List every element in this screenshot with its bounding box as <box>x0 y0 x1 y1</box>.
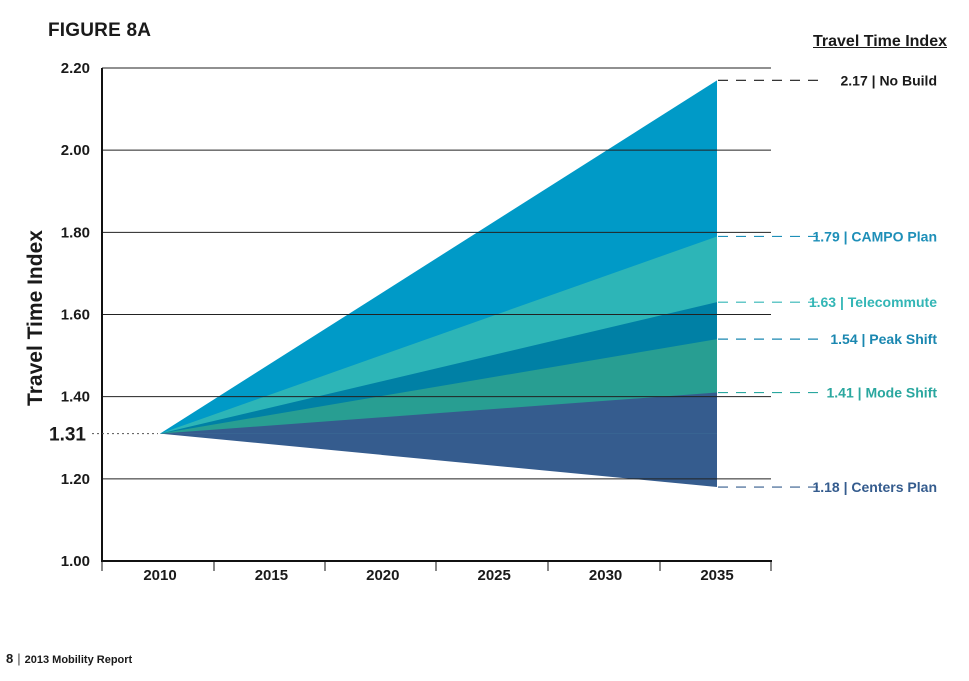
y-tick-label: 2.00 <box>61 142 90 159</box>
y-tick-label: 1.00 <box>61 553 90 570</box>
x-tick-label: 2020 <box>366 567 399 584</box>
label-telecommute: 1.63 | Telecommute <box>809 294 937 310</box>
x-tick-labels: 2010 2015 2020 2025 2030 2035 <box>143 567 733 584</box>
y-axis-title: Travel Time Index <box>24 230 47 406</box>
baseline-label: 1.31 <box>49 425 86 446</box>
label-no-build: 2.17 | No Build <box>841 72 938 88</box>
y-tick-label: 2.20 <box>61 60 90 77</box>
x-tick-label: 2010 <box>143 567 176 584</box>
y-tick-label: 1.40 <box>61 389 90 406</box>
label-peak-shift: 1.54 | Peak Shift <box>830 331 937 347</box>
x-tick-label: 2015 <box>255 567 288 584</box>
figure-label: FIGURE 8A <box>48 20 152 41</box>
gridlines <box>102 67 771 480</box>
y-tick-label: 1.60 <box>61 307 90 324</box>
y-tick-label: 1.80 <box>61 224 90 241</box>
scenario-labels: 2.17 | No Build 1.79 | CAMPO Plan 1.63 | T… <box>809 72 937 495</box>
report-title: 2013 Mobility Report <box>24 654 133 666</box>
area-mode-shift <box>160 392 717 434</box>
axes <box>101 68 772 571</box>
legend-title: Travel Time Index <box>813 33 947 50</box>
x-tick-label: 2030 <box>589 567 622 584</box>
scenario-leaders <box>718 79 820 488</box>
area-centers-plan <box>160 433 717 488</box>
y-tick-label: 1.20 <box>61 471 90 488</box>
x-tick-label: 2035 <box>700 567 733 584</box>
area-fills <box>160 80 717 488</box>
footer-separator: | <box>17 651 21 666</box>
label-centers-plan: 1.18 | Centers Plan <box>812 479 937 495</box>
x-tick-label: 2025 <box>478 567 511 584</box>
page-footer: 8 | 2013 Mobility Report <box>6 651 132 666</box>
label-campo-plan: 1.79 | CAMPO Plan <box>812 228 937 244</box>
y-tick-labels: 1.00 1.20 1.40 1.60 1.80 2.00 2.20 <box>61 60 90 570</box>
page-number: 8 <box>6 651 14 666</box>
label-mode-shift: 1.41 | Mode Shift <box>827 385 938 401</box>
